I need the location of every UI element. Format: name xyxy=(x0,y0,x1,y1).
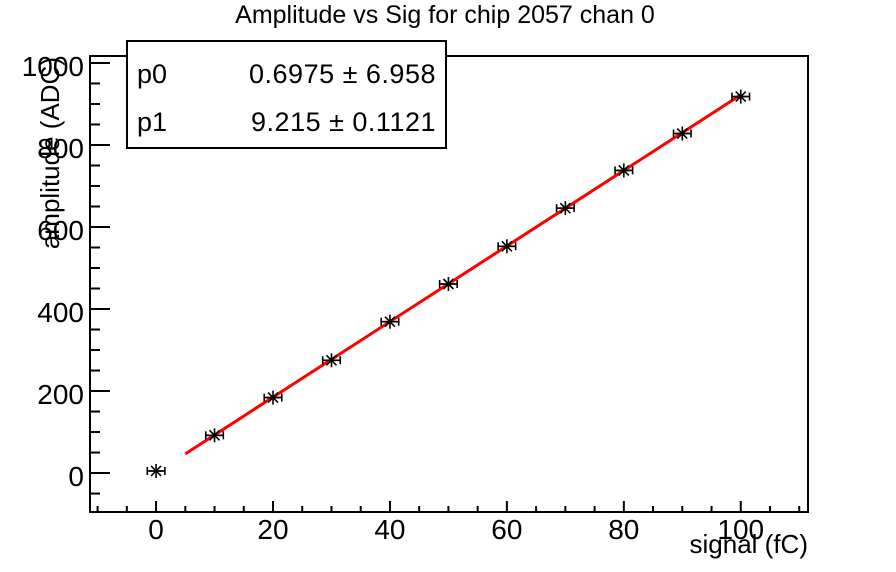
data-point xyxy=(672,126,692,141)
data-point xyxy=(731,89,751,104)
data-point xyxy=(438,277,458,291)
data-point xyxy=(380,314,400,329)
y-axis-ticks: 0 200 400 600 800 1000 xyxy=(22,51,110,495)
stats-param-value: 0.6975 ± 6.958 xyxy=(249,58,436,89)
stats-param-value: 9.215 ± 0.1121 xyxy=(251,107,436,138)
x-tick-label: 20 xyxy=(257,514,288,545)
y-tick-label: 600 xyxy=(37,215,84,246)
y-tick-label: 1000 xyxy=(22,51,84,82)
data-point xyxy=(263,390,283,405)
y-axis-title: amplitude (ADC) xyxy=(35,57,65,249)
y-tick-label: 800 xyxy=(37,133,84,164)
y-tick-label: 0 xyxy=(68,461,84,492)
data-point xyxy=(321,353,342,368)
x-tick-label: 0 xyxy=(148,514,164,545)
x-axis-title: signal (fC) xyxy=(690,529,808,559)
x-tick-label: 40 xyxy=(374,514,405,545)
stats-param-label: p0 xyxy=(137,58,168,89)
data-point xyxy=(555,201,575,216)
data-point xyxy=(614,163,634,178)
chart-title: Amplitude vs Sig for chip 2057 chan 0 xyxy=(235,1,655,29)
y-tick-label: 200 xyxy=(37,379,84,410)
plot-frame xyxy=(89,55,809,513)
x-tick-label: 100 xyxy=(717,514,764,545)
data-point xyxy=(497,239,517,254)
stats-param-label: p1 xyxy=(137,107,168,138)
fit-stats-box: p0 0.6975 ± 6.958 p1 9.215 ± 0.1121 xyxy=(126,40,447,149)
data-point xyxy=(204,428,225,443)
stats-row-p1: p1 9.215 ± 0.1121 xyxy=(137,107,436,138)
x-tick-label: 60 xyxy=(491,514,522,545)
stats-row-p0: p0 0.6975 ± 6.958 xyxy=(137,59,436,90)
x-axis-ticks: 0 20 40 60 80 100 xyxy=(96,501,801,545)
data-points xyxy=(146,89,751,478)
fit-line xyxy=(184,93,742,456)
data-point xyxy=(146,463,166,478)
y-tick-label: 400 xyxy=(37,297,84,328)
x-tick-label: 80 xyxy=(608,514,639,545)
